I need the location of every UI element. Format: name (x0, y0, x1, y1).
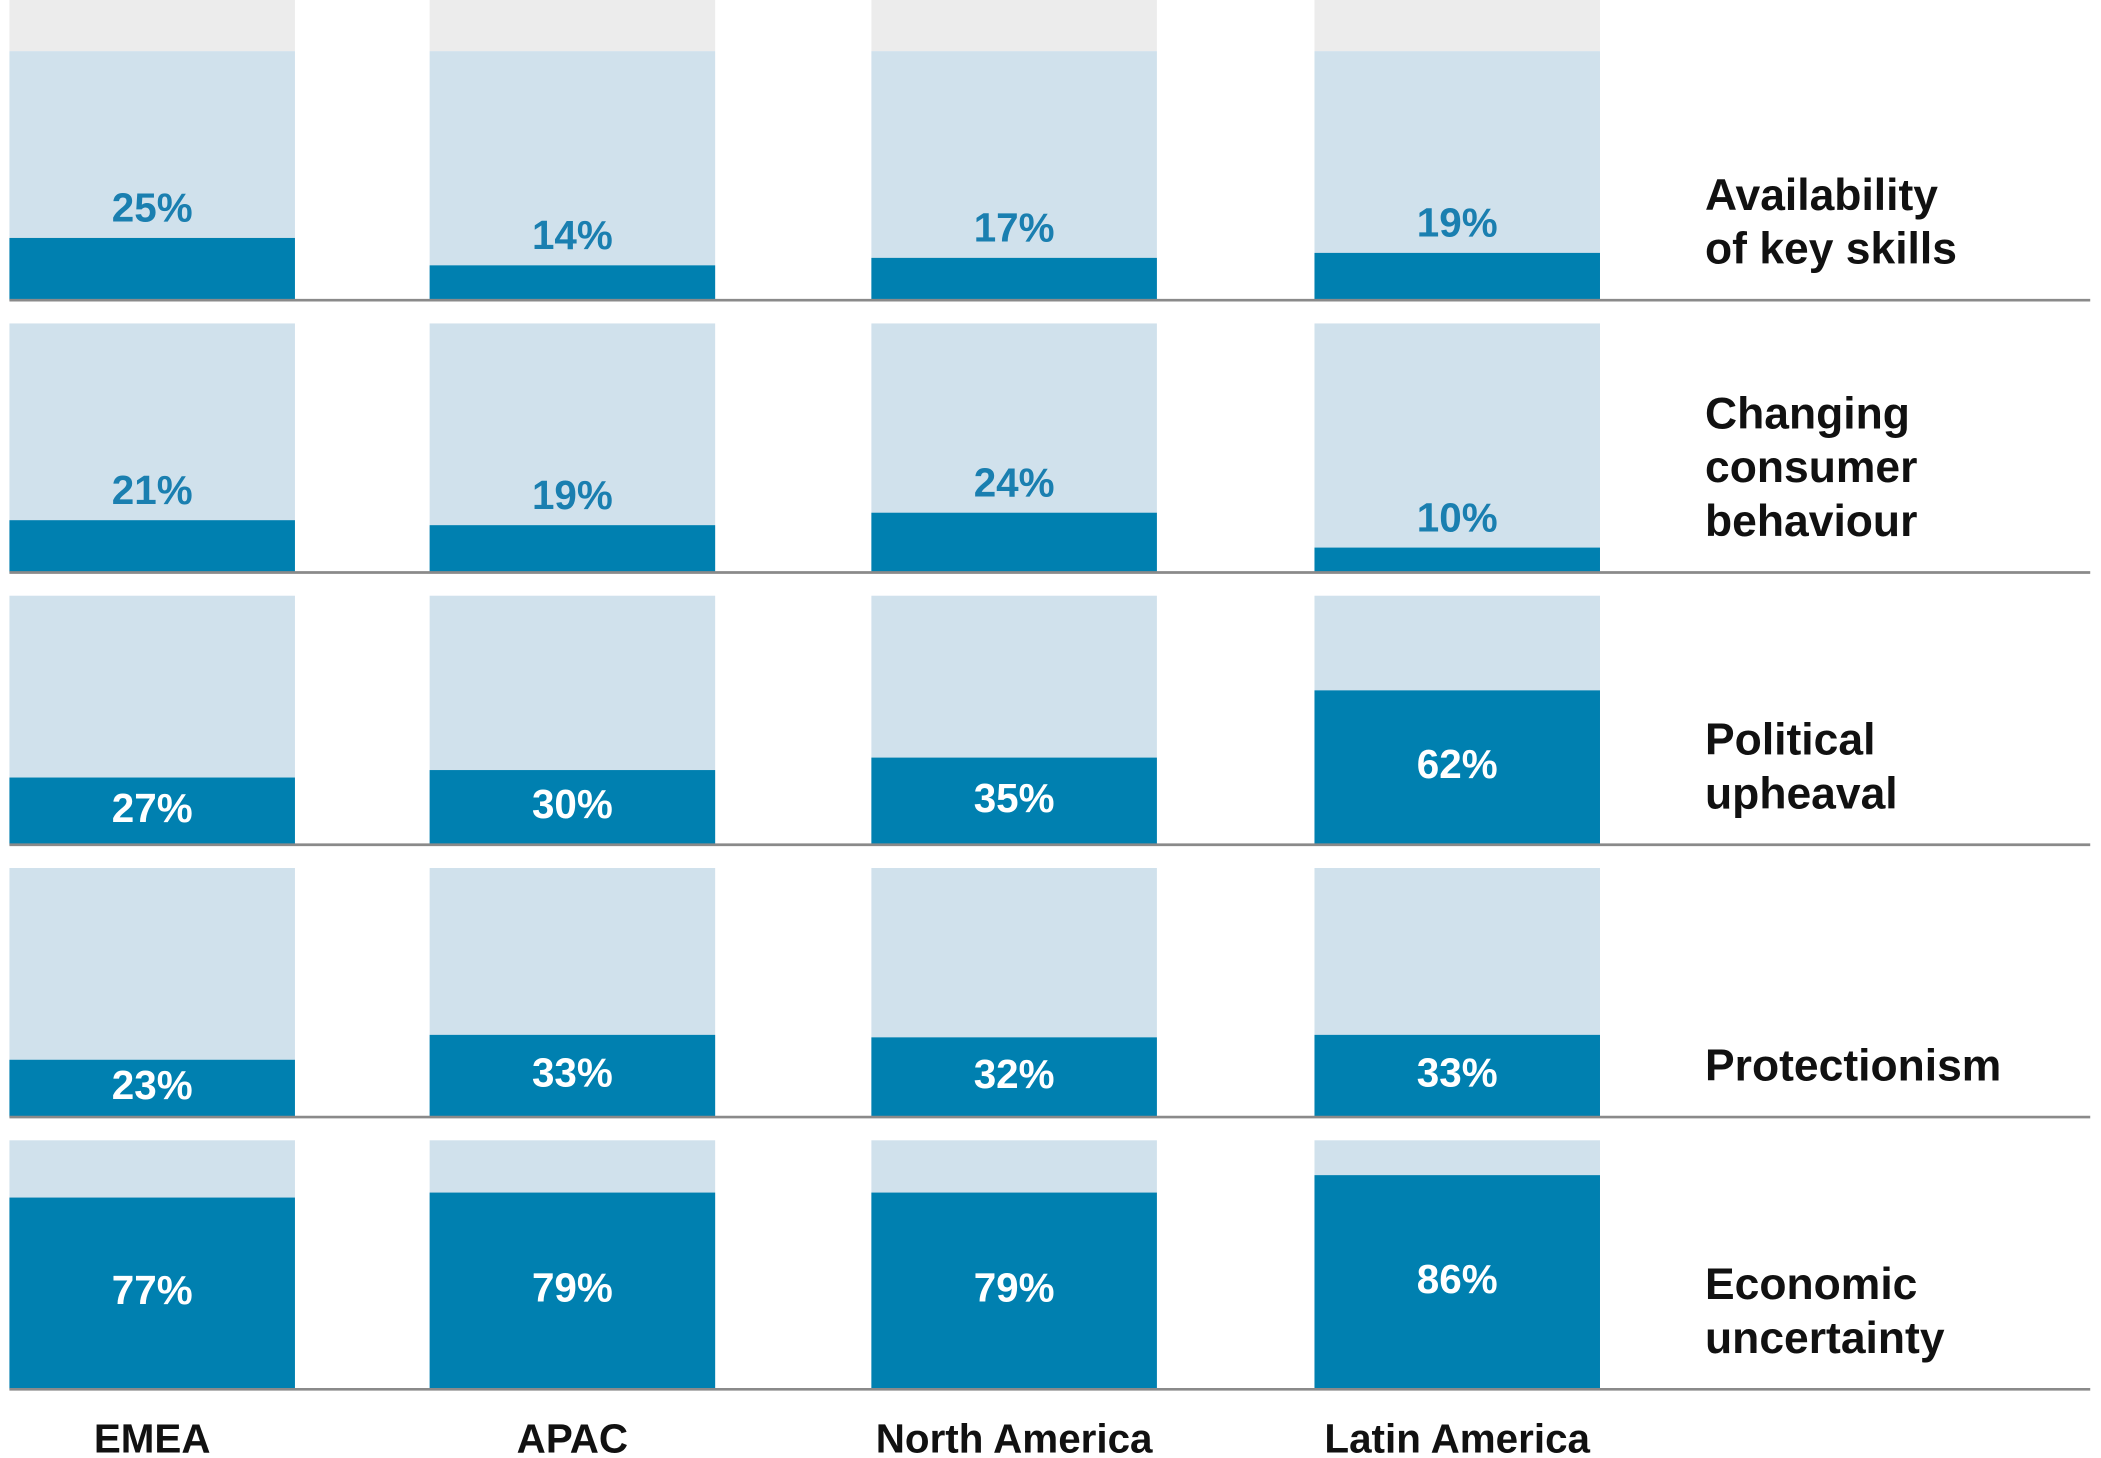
strip (1314, 0, 1600, 52)
series-label: Protectionism (1705, 1041, 2001, 1090)
series-label-line: of key skills (1705, 224, 1957, 273)
bar (871, 512, 1157, 573)
bar (1314, 1175, 1600, 1390)
series-label-line: Changing (1705, 389, 1910, 438)
value-label: 23% (112, 1062, 193, 1108)
strip (871, 0, 1157, 52)
value-label: 19% (532, 472, 613, 518)
x-tick-label: North America (876, 1416, 1153, 1458)
bar (9, 237, 295, 301)
series-label-line: consumer (1705, 443, 1917, 492)
bar (9, 1197, 295, 1390)
value-label: 14% (532, 212, 613, 258)
bar (9, 777, 295, 845)
bar (429, 265, 716, 301)
value-label: 21% (112, 467, 193, 513)
value-label: 79% (974, 1265, 1055, 1311)
x-tick-label: Latin America (1324, 1416, 1590, 1458)
value-label: 86% (1417, 1256, 1498, 1302)
bar (1314, 1034, 1600, 1118)
top-strip (9, 0, 1600, 52)
value-label: 33% (1417, 1050, 1498, 1096)
strip (429, 0, 716, 52)
value-label: 77% (112, 1267, 193, 1313)
bar (429, 525, 716, 573)
series-label-line: behaviour (1705, 497, 1917, 546)
value-label: 33% (532, 1050, 613, 1096)
bar (9, 520, 295, 573)
value-label: 30% (532, 781, 613, 827)
bar (871, 257, 1157, 301)
cell-background (1314, 323, 1600, 573)
value-label: 32% (974, 1051, 1055, 1097)
bar (9, 1059, 295, 1118)
series-label-line: Availability (1705, 171, 1938, 220)
bar (429, 770, 716, 845)
bar (871, 757, 1157, 845)
series-label-line: uncertainty (1705, 1314, 1945, 1363)
value-label: 17% (974, 205, 1055, 251)
bar (1314, 252, 1600, 301)
series-label-line: Economic (1705, 1260, 1917, 1309)
bar (1314, 547, 1600, 573)
value-label: 24% (974, 459, 1055, 505)
strip (9, 0, 295, 52)
value-label: 79% (532, 1265, 613, 1311)
value-label: 10% (1417, 494, 1498, 540)
value-label: 27% (112, 785, 193, 831)
series-label: Economic uncertainty (1705, 1260, 1945, 1363)
value-label: 19% (1417, 200, 1498, 246)
cell-background (429, 51, 716, 301)
value-label: 35% (974, 775, 1055, 821)
bar (871, 1037, 1157, 1118)
value-label: 25% (112, 185, 193, 231)
x-tick-label: APAC (517, 1416, 628, 1458)
value-label: 62% (1417, 741, 1498, 787)
bar (1314, 690, 1600, 845)
series-label: Political upheaval (1705, 715, 1898, 818)
series-label: Availability of key skills (1705, 171, 1957, 274)
series-label-line: Protectionism (1705, 1041, 2001, 1090)
series-label: Changing consumer behaviour (1705, 389, 1917, 546)
bar (429, 1034, 716, 1118)
series-label-line: upheaval (1705, 769, 1898, 818)
bar (429, 1192, 716, 1390)
bar (871, 1192, 1157, 1390)
series-label-line: Political (1705, 715, 1875, 764)
x-tick-label: EMEA (94, 1416, 211, 1458)
